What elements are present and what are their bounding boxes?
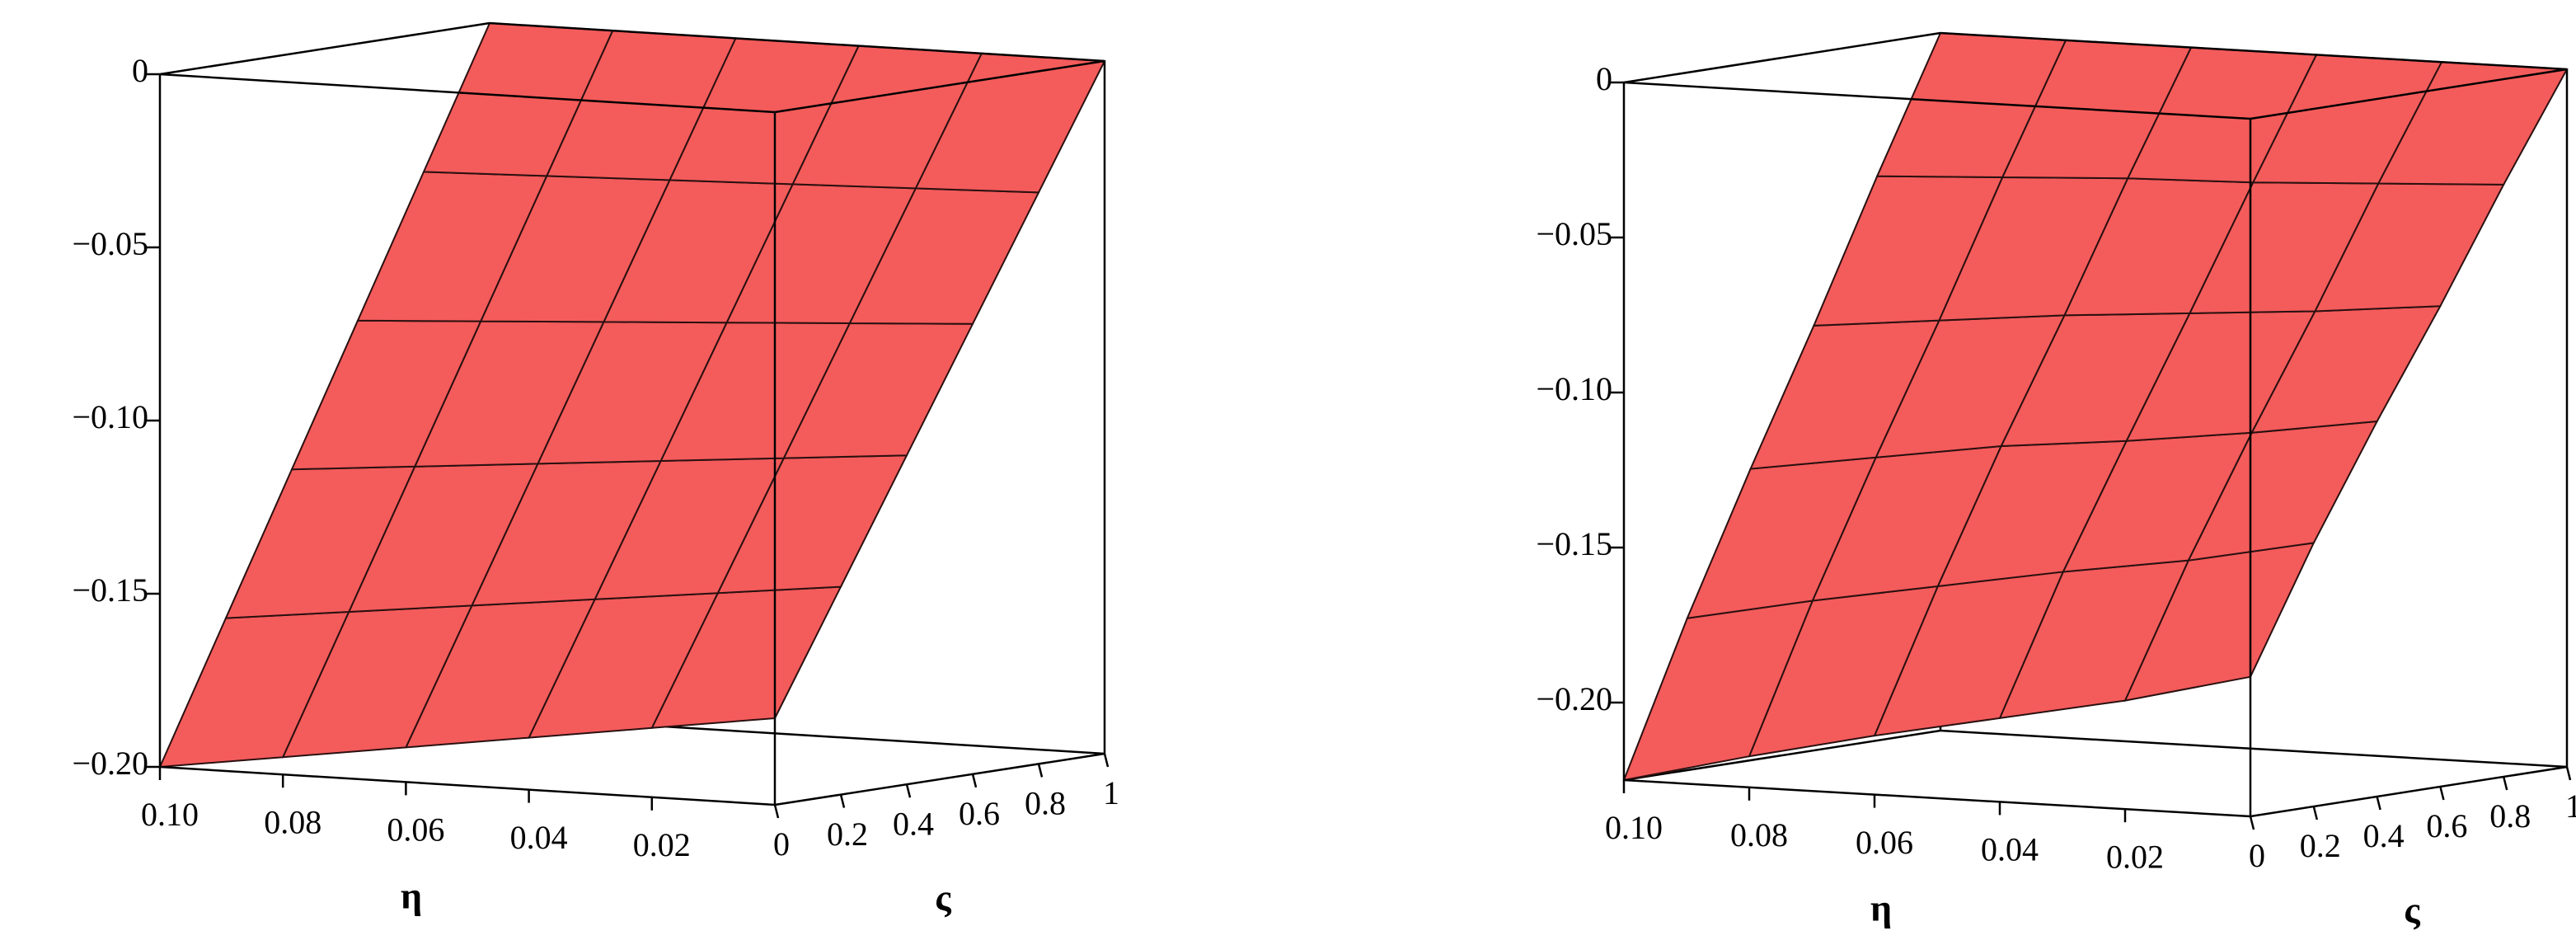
y-tick bbox=[2376, 796, 2381, 811]
z-tick-label: 0 bbox=[132, 52, 148, 89]
x-tick-label: 0.06 bbox=[387, 811, 444, 849]
z-tick-label: −0.20 bbox=[72, 745, 148, 782]
axis-label: η bbox=[1870, 887, 1892, 929]
y-tick-label: 0 bbox=[773, 825, 790, 863]
x-tick-label: 0.06 bbox=[1856, 824, 1913, 861]
box-edge bbox=[774, 59, 1105, 114]
axis-label: η bbox=[401, 875, 422, 917]
box-edge bbox=[774, 752, 1105, 806]
z-tick-label: −0.20 bbox=[1536, 680, 1612, 717]
box-edge bbox=[2250, 68, 2568, 120]
z-tick-label: −0.10 bbox=[1536, 370, 1612, 407]
y-tick bbox=[2502, 776, 2508, 791]
y-tick bbox=[905, 783, 912, 798]
y-tick-label: 1 bbox=[2565, 788, 2576, 825]
box-edge bbox=[1940, 729, 2568, 769]
y-tick bbox=[2312, 806, 2319, 820]
y-tick bbox=[2439, 786, 2445, 801]
z-tick-label: −0.05 bbox=[72, 225, 148, 262]
x-tick-label: 0.02 bbox=[2106, 838, 2164, 875]
y-tick-label: 0.8 bbox=[1025, 785, 1066, 822]
x-tick-label: 0.04 bbox=[510, 819, 568, 856]
z-tick-label: −0.05 bbox=[1536, 215, 1612, 252]
y-tick bbox=[1037, 764, 1044, 778]
x-tick-label: 0.08 bbox=[1730, 816, 1788, 853]
axis-label: ς bbox=[2404, 889, 2420, 931]
y-tick-label: 1 bbox=[1103, 774, 1119, 811]
y-tick bbox=[773, 804, 780, 819]
y-tick-label: 0.4 bbox=[893, 805, 934, 842]
y-tick bbox=[839, 794, 846, 808]
y-tick-label: 0.6 bbox=[959, 795, 1000, 832]
box-edge bbox=[489, 21, 1105, 63]
z-tick-label: 0 bbox=[1596, 60, 1612, 97]
z-tick-label: −0.15 bbox=[1536, 525, 1612, 562]
x-tick-label: 0.10 bbox=[1605, 809, 1663, 846]
z-tick-label: −0.10 bbox=[72, 398, 148, 435]
box-edge bbox=[1940, 31, 2568, 71]
y-tick-label: 0.8 bbox=[2489, 797, 2531, 835]
box-edge bbox=[1623, 778, 2251, 818]
x-tick-label: 0.08 bbox=[264, 803, 321, 840]
y-tick bbox=[1103, 753, 1110, 768]
x-tick-label: 0.04 bbox=[1981, 831, 2039, 868]
box-edge bbox=[159, 21, 490, 76]
y-tick bbox=[2565, 766, 2572, 781]
box-edge bbox=[159, 73, 776, 114]
axis-label: ς bbox=[935, 877, 951, 919]
y-tick-label: 0.4 bbox=[2363, 817, 2405, 854]
y-tick bbox=[971, 773, 978, 788]
x-tick-label: 0.02 bbox=[633, 826, 691, 863]
z-tick-label: −0.15 bbox=[72, 571, 148, 609]
y-tick-label: 0.2 bbox=[827, 816, 868, 853]
y-tick-label: 0.2 bbox=[2300, 827, 2341, 864]
box-edge bbox=[1623, 729, 1941, 782]
box-edge bbox=[2250, 765, 2568, 818]
box-edge bbox=[159, 765, 776, 806]
box-edge bbox=[1623, 81, 2251, 120]
box-edge bbox=[1623, 31, 1941, 84]
y-tick-label: 0.6 bbox=[2426, 807, 2467, 844]
x-tick-label: 0.10 bbox=[141, 796, 199, 833]
y-tick-label: 0 bbox=[2249, 837, 2265, 874]
y-tick bbox=[2249, 816, 2255, 830]
